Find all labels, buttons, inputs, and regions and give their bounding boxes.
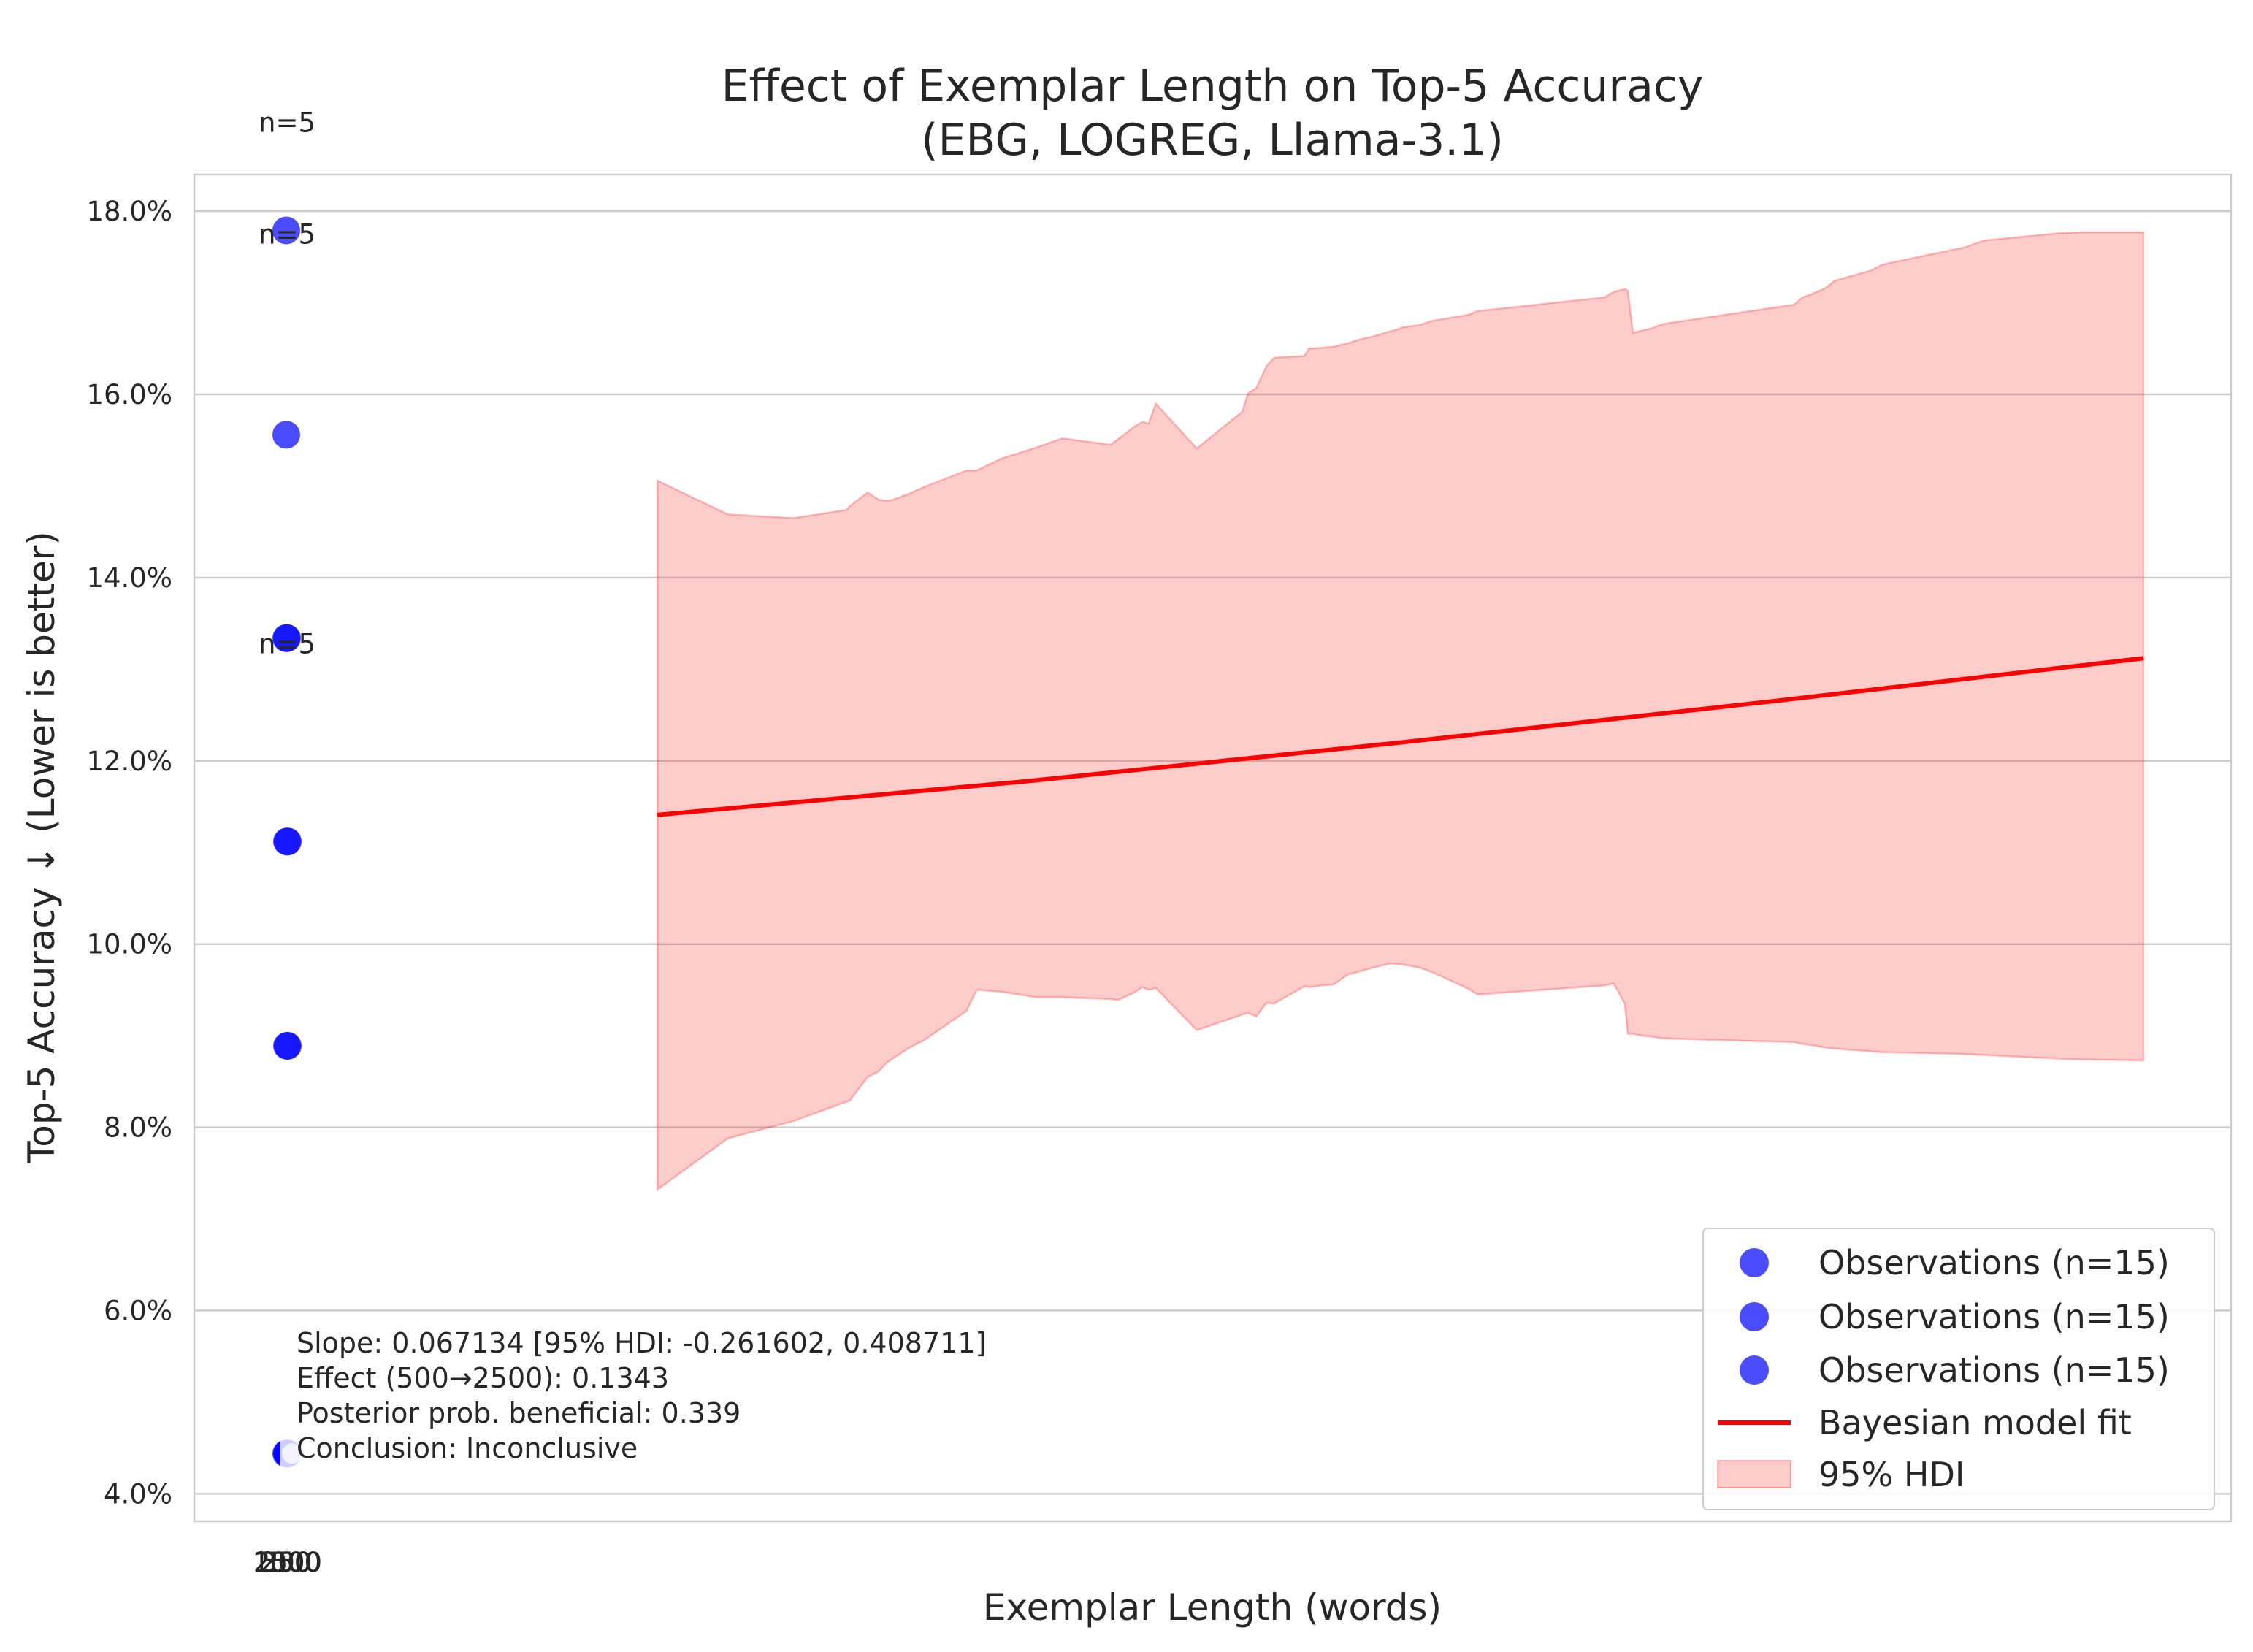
legend-label-hdi: 95% HDI [1818,1455,1965,1494]
x-axis-label: Exemplar Length (words) [983,1586,1442,1629]
legend-marker-observations-1 [1740,1248,1769,1277]
stats-conclusion: Conclusion: Inconclusive [297,1432,638,1464]
count-annotation: n=5 [259,219,315,251]
x-tick-label: 1000 [253,1547,321,1578]
y-tick-labels: 4.0% 6.0% 8.0% 10.0% 12.0% 14.0% 16.0% 18.0% [86,196,172,1510]
stats-box-background [280,1318,1069,1485]
stats-posterior: Posterior prob. beneficial: 0.339 [297,1397,741,1429]
legend-label-observations-3: Observations (n=15) [1818,1350,2170,1390]
observation-point [274,827,302,856]
hdi-band [656,231,2145,1192]
legend-marker-hdi [1717,1460,1791,1488]
y-axis-label: Top-5 Accuracy ↓ (Lower is better) [20,531,63,1164]
stats-effect: Effect (500→2500): 0.1343 [297,1362,669,1394]
gridlines [194,210,2231,1495]
y-tick-label: 18.0% [86,196,172,227]
chart-subtitle: (EBG, LOGREG, Llama-3.1) [921,115,1504,166]
count-annotation: n=5 [259,628,315,659]
x-tick-label: 2500 [253,1547,322,1578]
observation-point [272,421,300,449]
fit-line-layer [657,656,2144,817]
legend: Observations (n=15) Observations (n=15) … [1702,1228,2215,1510]
stats-box: Slope: 0.067134 [95% HDI: -0.261602, 0.4… [280,1318,1069,1485]
x-tick-label: 250 [260,1547,312,1578]
y-tick-label: 16.0% [86,379,172,410]
hdi-band-layer [656,231,2145,1192]
y-tick-label: 14.0% [86,562,172,594]
observation-point [273,624,301,652]
count-annotation: n=5 [259,107,315,138]
y-tick-label: 8.0% [104,1112,172,1144]
y-tick-label: 4.0% [104,1478,172,1510]
legend-label-observations-2: Observations (n=15) [1818,1297,2170,1336]
y-tick-label: 10.0% [86,929,172,960]
chart-title: Effect of Exemplar Length on Top-5 Accur… [722,61,1704,112]
y-tick-label: 12.0% [86,746,172,777]
bayesian-fit-line [657,656,2144,817]
legend-marker-observations-3 [1740,1355,1769,1385]
stats-slope: Slope: 0.067134 [95% HDI: -0.261602, 0.4… [297,1327,986,1359]
legend-marker-observations-2 [1740,1302,1769,1331]
legend-frame [1702,1228,2215,1510]
observation-point [274,1032,302,1060]
y-tick-label: 6.0% [104,1295,172,1326]
x-tick-label: 500 [261,1547,313,1578]
observation-point [272,216,300,245]
legend-label-fit: Bayesian model fit [1818,1403,2132,1442]
legend-label-observations-1: Observations (n=15) [1818,1243,2170,1282]
count-annotations: n=5 n=5 n=5 [259,107,315,659]
